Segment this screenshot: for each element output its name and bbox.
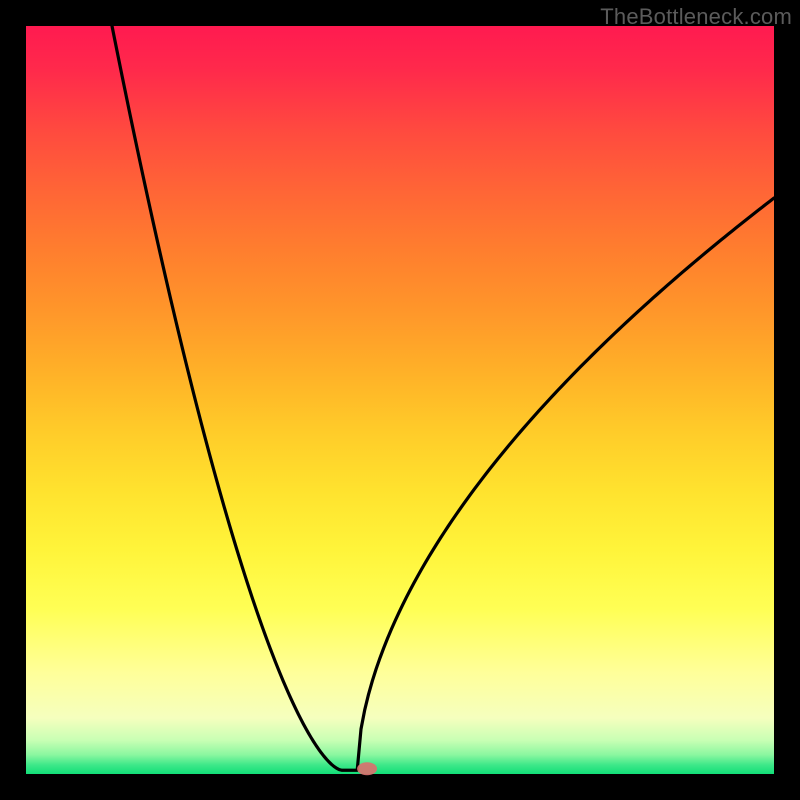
chart-container: TheBottleneck.com <box>0 0 800 800</box>
optimal-point-marker <box>357 762 377 775</box>
bottleneck-chart <box>0 0 800 800</box>
watermark-text: TheBottleneck.com <box>600 4 792 30</box>
chart-background <box>26 26 774 774</box>
